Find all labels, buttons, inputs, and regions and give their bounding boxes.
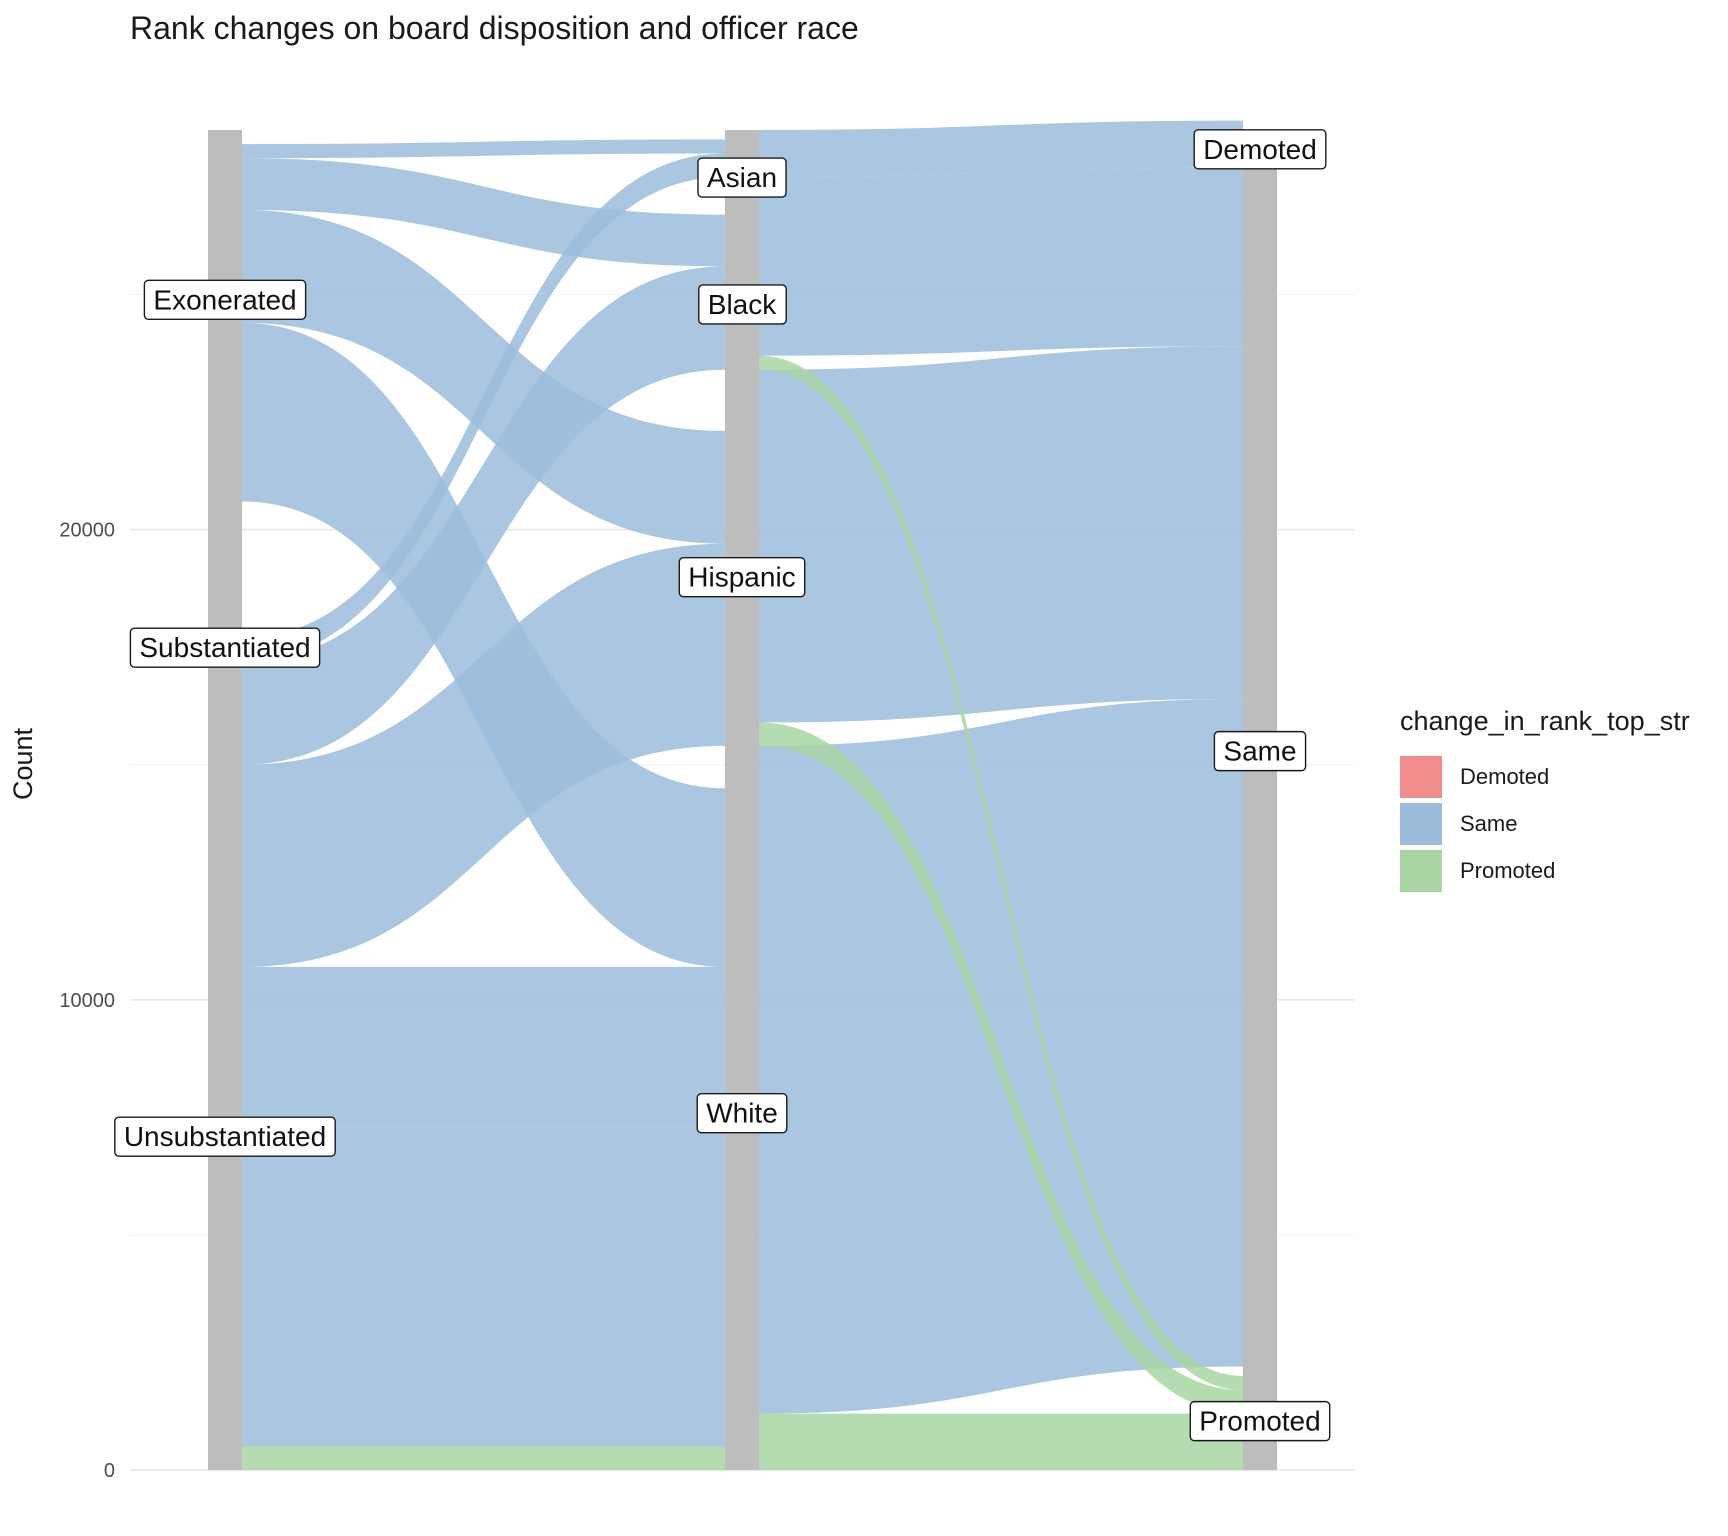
stratum-label-text: White [706, 1098, 778, 1129]
flow-hispanic-same [759, 346, 1243, 723]
stratum-label-box [698, 284, 787, 325]
stratum-label-text: Demoted [1203, 134, 1317, 165]
stratum-label-box [678, 556, 806, 598]
legend-label-demoted: Demoted [1460, 763, 1550, 789]
flow-substantiated-black [242, 266, 725, 765]
stratum-label-text: Unsubstantiated [124, 1121, 326, 1152]
stratum-label-hispanic: Hispanic [678, 556, 806, 598]
flow-white-same [759, 698, 1243, 1414]
chart-title: Rank changes on board disposition and of… [130, 10, 859, 46]
stratum-label-box [143, 279, 307, 320]
legend-key-promoted [1400, 849, 1442, 892]
legend-item-demoted: Demoted [1400, 753, 1690, 800]
flow-asian-same [759, 120, 1243, 178]
stratum-label-asian: Asian [697, 157, 787, 198]
flow-unsubstantiated-white [242, 1446, 725, 1470]
legend-item-promoted: Promoted [1400, 847, 1690, 894]
legend-label-promoted: Promoted [1460, 857, 1556, 883]
flow-substantiated-hispanic [242, 543, 725, 967]
stratum-label-promoted: Promoted [1189, 1400, 1331, 1442]
flow-hispanic-promoted [759, 722, 1243, 1414]
stratum-label-demoted: Demoted [1193, 129, 1327, 170]
stratum-label-unsubstantiated: Unsubstantiated [114, 1116, 336, 1157]
y-tick-label: 20000 [59, 520, 115, 542]
stratum-label-box [1213, 730, 1307, 772]
flow-unsubstantiated-white [242, 1126, 725, 1447]
flow-substantiated-white [242, 966, 725, 1127]
y-tick-label: 10000 [59, 990, 115, 1012]
stratum-label-text: Hispanic [688, 562, 795, 593]
stratum-label-text: Promoted [1199, 1406, 1320, 1437]
stratum-label-text: Same [1223, 736, 1296, 767]
flow-black-promoted [759, 355, 1243, 1391]
flow-exonerated-asian [242, 139, 725, 159]
stratum-label-box [696, 1092, 788, 1134]
stratum-label-same: Same [1213, 730, 1307, 772]
flow-black-same [759, 167, 1243, 356]
stratum-bar-axis-3 [1243, 130, 1277, 1470]
stratum-label-box [1189, 1400, 1331, 1442]
stratum-label-box [1193, 129, 1327, 170]
stratum-label-text: Asian [707, 162, 777, 193]
legend: change_in_rank_top_str Demoted Same Prom… [1400, 706, 1690, 894]
legend-item-same: Same [1400, 800, 1690, 847]
stratum-label-exonerated: Exonerated [143, 279, 307, 320]
flow-exonerated-hispanic [242, 209, 725, 544]
stratum-label-text: Exonerated [153, 284, 296, 315]
stratum-label-white: White [696, 1092, 788, 1134]
y-tick-label: 0 [104, 1460, 115, 1482]
flow-exonerated-black [242, 158, 725, 267]
flow-exonerated-white [242, 322, 725, 967]
legend-key-demoted [1400, 755, 1442, 798]
stratum-label-text: Black [708, 289, 777, 320]
legend-title: change_in_rank_top_str [1400, 706, 1690, 736]
legend-key-same [1400, 802, 1442, 845]
stratum-label-black: Black [698, 284, 787, 325]
stratum-bar-axis-2 [725, 130, 759, 1470]
stratum-label-substantiated: Substantiated [129, 627, 321, 668]
y-axis-ticks: 0 10000 20000 [59, 520, 115, 1482]
stratum-bar-axis-1 [208, 130, 242, 1470]
stratum-label-box [697, 157, 787, 198]
strata-bars [208, 130, 1277, 1470]
stratum-label-box [129, 627, 321, 668]
flows [242, 120, 1243, 1470]
legend-label-same: Same [1460, 810, 1518, 836]
flow-white-promoted [759, 1413, 1243, 1470]
stratum-labels: Exonerated Substantiated Unsubstantiated As… [114, 129, 1331, 1442]
stratum-label-text: Substantiated [139, 632, 310, 663]
stratum-label-box [114, 1116, 336, 1157]
